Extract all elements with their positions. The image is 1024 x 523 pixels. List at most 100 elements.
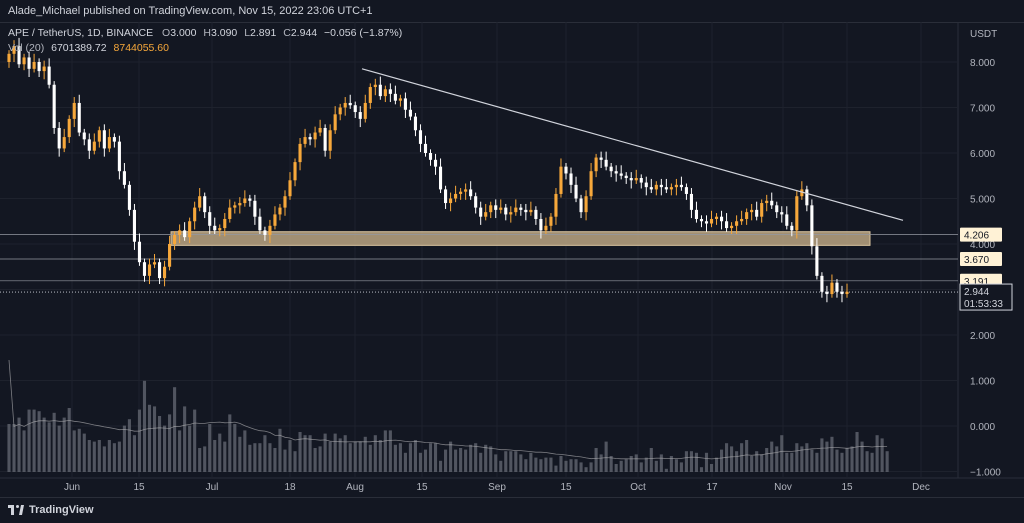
volume-bar [599, 454, 603, 472]
candle-body [188, 221, 192, 238]
candle-body [12, 46, 16, 54]
volume-bar [438, 460, 443, 472]
volume-bar [750, 456, 754, 472]
candle-body [408, 109, 412, 117]
candle-body [398, 98, 402, 101]
trendline[interactable] [361, 68, 904, 221]
candle-body [438, 166, 443, 190]
volume-bar [800, 446, 804, 472]
candle-body [328, 130, 332, 151]
candle-body [178, 230, 182, 235]
candle-body [669, 187, 673, 190]
candle-body [780, 212, 784, 215]
candle-body [629, 178, 633, 181]
candle-body [534, 209, 538, 219]
high-label: H [203, 27, 211, 39]
volume-bar [127, 419, 131, 472]
volume-bar [343, 435, 347, 472]
candle-body [203, 196, 207, 213]
time-axis[interactable]: Jun 15 Jul 18 Aug 15 Sep 15 Oct 17 Nov 15 Dec [64, 482, 930, 493]
candle-body [418, 130, 423, 144]
price-tag-text: 4.206 [964, 231, 989, 242]
volume-bar [243, 430, 247, 472]
volume-bar [795, 443, 799, 472]
volume-bar [27, 409, 31, 472]
candle-body [157, 262, 162, 279]
volume-bar [168, 414, 172, 472]
candle-body [132, 209, 137, 242]
volume-bar [594, 448, 598, 472]
volume-bar [47, 422, 51, 472]
candle-body [519, 207, 523, 210]
candle-body [383, 89, 387, 97]
volume-bar [67, 408, 71, 472]
volume-bar [544, 457, 548, 472]
volume-bar [323, 433, 327, 472]
volume-bar [810, 449, 814, 472]
volume-bar [388, 430, 392, 472]
volume-bar [845, 448, 849, 472]
candle-body [740, 218, 744, 222]
candle-body [97, 130, 101, 142]
volume-bar [122, 425, 126, 472]
volume-bar [72, 430, 76, 472]
candle-body [152, 262, 157, 265]
price-axis[interactable]: 8.0007.0006.0005.0004.0003.0002.0001.000… [959, 29, 1013, 479]
volume-bar [268, 443, 272, 472]
candle-body [117, 141, 121, 172]
candle-body [714, 216, 719, 219]
volume-bar [188, 425, 192, 472]
candle-body [725, 221, 729, 229]
y-tick-label: −1.000 [970, 468, 1001, 479]
volume-bar [649, 448, 653, 472]
candle-body [288, 180, 292, 197]
volume-bar [37, 411, 41, 472]
candle-body [810, 205, 814, 247]
candle-body [654, 184, 658, 190]
candle-body [238, 203, 242, 206]
candle-body [614, 171, 618, 174]
volume-bar [469, 444, 473, 472]
y-tick-label: 2.000 [970, 331, 995, 342]
volume-bar [378, 440, 382, 472]
candle-body [318, 127, 322, 133]
y-tick-label: 0.000 [970, 422, 995, 433]
candle-body [644, 182, 648, 188]
candle-body [449, 198, 453, 204]
volume-bar [203, 446, 207, 472]
candle-body [499, 207, 503, 210]
volume-bar [885, 451, 889, 472]
candle-body [609, 166, 613, 172]
candle-body [363, 102, 367, 119]
candle-body [433, 159, 438, 167]
candle-body [107, 137, 111, 149]
volume-bar [765, 448, 769, 472]
candle-body [253, 200, 257, 217]
price-chart[interactable]: 8.000 7.000 6.000 5.000 4.000 3.000 2.000 1.000… [0, 22, 1024, 497]
volume-bar [559, 456, 563, 472]
volume-bar [494, 454, 498, 472]
change-value: −0.056 (−1.87%) [324, 27, 403, 39]
candle-body [544, 225, 548, 231]
candle-body [835, 282, 839, 292]
volume-bar [318, 446, 322, 472]
volume-bar [152, 406, 157, 472]
support-zone-rect [170, 231, 871, 246]
candle-body [795, 196, 799, 231]
volume-bar [614, 464, 618, 472]
candle-body [699, 218, 704, 222]
candle-body [67, 118, 71, 138]
candle-body [168, 244, 172, 267]
candle-body [574, 184, 578, 199]
close-label: C [283, 27, 291, 39]
price-tag-text: 3.191 [964, 277, 989, 288]
candle-body [554, 193, 558, 217]
candle-body [348, 102, 352, 106]
candle-body [82, 132, 86, 140]
tradingview-logo[interactable]: TradingView [8, 504, 94, 516]
candle-body [333, 114, 337, 131]
volume-bar [117, 441, 121, 472]
volume-bar [564, 460, 568, 472]
volume-bar [870, 452, 874, 472]
volume-bar [835, 449, 839, 472]
